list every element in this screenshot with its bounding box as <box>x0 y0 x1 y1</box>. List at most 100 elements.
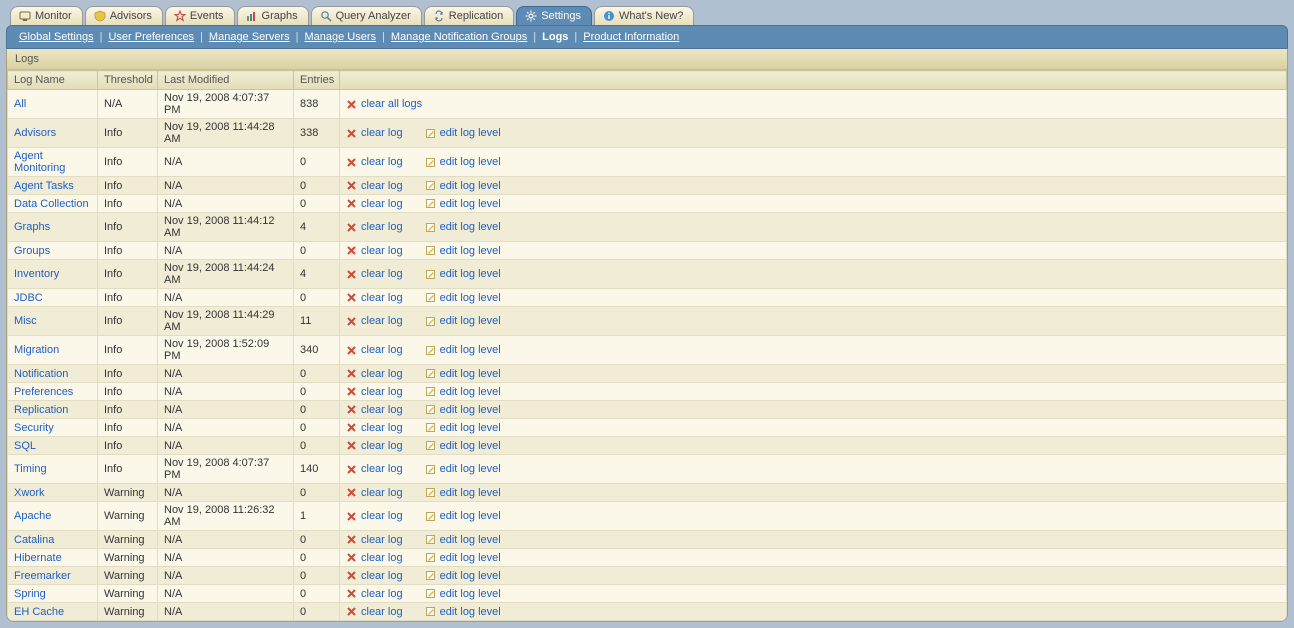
log-name-link[interactable]: Agent Tasks <box>14 180 74 192</box>
edit-log-level-link[interactable]: edit log level <box>425 198 501 210</box>
log-name-link[interactable]: Replication <box>14 404 68 416</box>
tab-monitor[interactable]: Monitor <box>10 6 83 25</box>
settings-subnav: Global Settings|User Preferences|Manage … <box>6 25 1288 49</box>
subnav-user-preferences[interactable]: User Preferences <box>108 31 194 43</box>
clear-log-link[interactable]: clear log <box>346 268 403 280</box>
log-name-link[interactable]: Freemarker <box>14 570 71 582</box>
log-name-link[interactable]: Spring <box>14 588 46 600</box>
edit-log-level-link[interactable]: edit log level <box>425 570 501 582</box>
edit-log-level-link[interactable]: edit log level <box>425 221 501 233</box>
cell-threshold: N/A <box>98 90 158 119</box>
clear-log-link[interactable]: clear log <box>346 440 403 452</box>
edit-log-level-link[interactable]: edit log level <box>425 386 501 398</box>
edit-log-level-link[interactable]: edit log level <box>425 534 501 546</box>
log-name-link[interactable]: Catalina <box>14 534 54 546</box>
clear-log-link[interactable]: clear log <box>346 245 403 257</box>
tab-advisors[interactable]: Advisors <box>85 6 163 25</box>
clear-log-link[interactable]: clear log <box>346 156 403 168</box>
tab-replication[interactable]: Replication <box>424 6 514 25</box>
clear-log-link[interactable]: clear log <box>346 463 403 475</box>
clear-log-link[interactable]: clear log <box>346 487 403 499</box>
edit-log-level-link[interactable]: edit log level <box>425 606 501 618</box>
edit-log-level-link[interactable]: edit log level <box>425 368 501 380</box>
subnav-product-information[interactable]: Product Information <box>583 31 679 43</box>
log-name-link[interactable]: Security <box>14 422 54 434</box>
log-name-link[interactable]: Timing <box>14 463 47 475</box>
clear-log-link[interactable]: clear log <box>346 386 403 398</box>
tab-events[interactable]: Events <box>165 6 235 25</box>
tab-settings[interactable]: Settings <box>516 6 592 25</box>
edit-icon <box>425 345 436 356</box>
tab-qa[interactable]: Query Analyzer <box>311 6 422 25</box>
cell-modified: Nov 19, 2008 1:52:09 PM <box>158 336 294 365</box>
clear-log-link[interactable]: clear log <box>346 344 403 356</box>
table-row: JDBCInfoN/A0 clear log edit log level <box>8 289 1287 307</box>
clear-log-link[interactable]: clear log <box>346 368 403 380</box>
log-name-link[interactable]: JDBC <box>14 292 43 304</box>
subnav-manage-servers[interactable]: Manage Servers <box>209 31 290 43</box>
edit-log-level-link[interactable]: edit log level <box>425 315 501 327</box>
subnav-manage-users[interactable]: Manage Users <box>305 31 377 43</box>
log-name-link[interactable]: Xwork <box>14 487 45 499</box>
log-name-link[interactable]: All <box>14 98 26 110</box>
cell-threshold: Info <box>98 455 158 484</box>
delete-icon <box>346 440 357 451</box>
log-name-link[interactable]: Preferences <box>14 386 73 398</box>
clear-log-link[interactable]: clear log <box>346 127 403 139</box>
edit-log-level-link[interactable]: edit log level <box>425 180 501 192</box>
clear-log-link[interactable]: clear log <box>346 534 403 546</box>
log-name-link[interactable]: Agent Monitoring <box>14 150 65 174</box>
cell-threshold: Info <box>98 213 158 242</box>
edit-log-level-link[interactable]: edit log level <box>425 245 501 257</box>
clear-log-link[interactable]: clear log <box>346 570 403 582</box>
clear-log-link[interactable]: clear log <box>346 552 403 564</box>
log-name-link[interactable]: Data Collection <box>14 198 89 210</box>
log-name-link[interactable]: Advisors <box>14 127 56 139</box>
clear-log-link[interactable]: clear log <box>346 422 403 434</box>
clear-log-link[interactable]: clear log <box>346 404 403 416</box>
edit-log-level-link[interactable]: edit log level <box>425 440 501 452</box>
edit-log-level-link[interactable]: edit log level <box>425 422 501 434</box>
edit-log-level-link[interactable]: edit log level <box>425 344 501 356</box>
log-name-link[interactable]: Hibernate <box>14 552 62 564</box>
log-name-link[interactable]: Groups <box>14 245 50 257</box>
edit-log-level-link[interactable]: edit log level <box>425 588 501 600</box>
cell-name: Security <box>8 419 98 437</box>
edit-log-level-link[interactable]: edit log level <box>425 127 501 139</box>
tab-whatsnew[interactable]: What's New? <box>594 6 694 25</box>
edit-log-level-link[interactable]: edit log level <box>425 404 501 416</box>
clear-log-link[interactable]: clear log <box>346 180 403 192</box>
action-label: clear all logs <box>361 98 422 110</box>
log-name-link[interactable]: SQL <box>14 440 36 452</box>
clear-log-link[interactable]: clear log <box>346 606 403 618</box>
log-name-link[interactable]: Apache <box>14 510 51 522</box>
clear-log-link[interactable]: clear log <box>346 198 403 210</box>
log-name-link[interactable]: Inventory <box>14 268 59 280</box>
log-name-link[interactable]: Migration <box>14 344 59 356</box>
cell-entries: 0 <box>294 365 340 383</box>
subnav-global-settings[interactable]: Global Settings <box>19 31 94 43</box>
edit-log-level-link[interactable]: edit log level <box>425 268 501 280</box>
clear-all-logs-link[interactable]: clear all logs <box>346 98 422 110</box>
clear-log-link[interactable]: clear log <box>346 292 403 304</box>
log-name-link[interactable]: EH Cache <box>14 606 64 618</box>
edit-icon <box>425 464 436 475</box>
clear-log-link[interactable]: clear log <box>346 221 403 233</box>
tab-graphs[interactable]: Graphs <box>237 6 309 25</box>
edit-log-level-link[interactable]: edit log level <box>425 487 501 499</box>
edit-log-level-link[interactable]: edit log level <box>425 510 501 522</box>
edit-log-level-link[interactable]: edit log level <box>425 463 501 475</box>
clear-log-link[interactable]: clear log <box>346 510 403 522</box>
clear-log-link[interactable]: clear log <box>346 588 403 600</box>
main-tabs: MonitorAdvisorsEventsGraphsQuery Analyze… <box>6 6 1288 25</box>
clear-log-link[interactable]: clear log <box>346 315 403 327</box>
log-name-link[interactable]: Notification <box>14 368 68 380</box>
entries-value: 340 <box>300 344 318 356</box>
subnav-manage-notification-groups[interactable]: Manage Notification Groups <box>391 31 527 43</box>
edit-log-level-link[interactable]: edit log level <box>425 156 501 168</box>
log-name-link[interactable]: Graphs <box>14 221 50 233</box>
edit-log-level-link[interactable]: edit log level <box>425 292 501 304</box>
log-name-link[interactable]: Misc <box>14 315 37 327</box>
edit-log-level-link[interactable]: edit log level <box>425 552 501 564</box>
threshold-value: Warning <box>104 552 145 564</box>
